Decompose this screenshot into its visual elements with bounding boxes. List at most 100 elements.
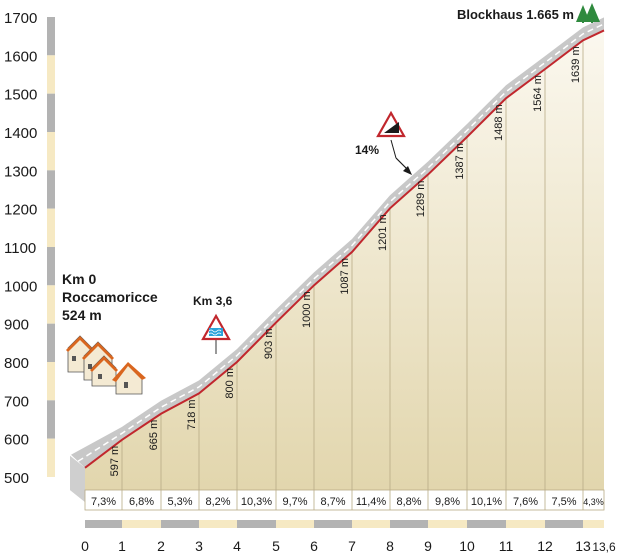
profile-line — [84, 29, 605, 469]
y-axis-segment — [47, 247, 55, 286]
x-tick-label: 13 — [575, 538, 591, 554]
altitude-label: 1289 m — [415, 181, 427, 218]
x-tick-label: 9 — [424, 538, 432, 554]
x-tick-label: 5 — [272, 538, 280, 554]
gradient-label: 10,1% — [471, 496, 502, 508]
altitude-label: 1000 m — [301, 291, 313, 328]
gradient-strip — [70, 489, 605, 511]
y-tick-label: 1500 — [4, 87, 37, 104]
x-axis-segment — [237, 520, 276, 528]
y-axis-segment — [47, 208, 55, 247]
gradient-label: 6,8% — [129, 496, 154, 508]
altitude-labels: 597 m 665 m 718 m 800 m 903 m 1000 m 1087 m 120… — [109, 46, 582, 476]
gradient-label: 8,7% — [320, 496, 345, 508]
gradient-label: 7,6% — [513, 496, 538, 508]
x-tick-label: 4 — [233, 538, 241, 554]
y-axis-segment — [47, 17, 55, 56]
profile-fill — [85, 30, 604, 491]
altitude-label: 1201 m — [377, 214, 389, 251]
altitude-label: 1639 m — [570, 46, 582, 83]
x-axis-segment — [122, 520, 161, 528]
x-axis-segment — [276, 520, 314, 528]
slippery-road-sign-icon — [201, 313, 231, 354]
pine-trees-icon — [576, 3, 600, 23]
x-axis: 0 1 2 3 4 5 6 7 8 9 10 11 12 13 13,6 — [81, 520, 616, 554]
y-tick-label: 1700 — [4, 10, 37, 27]
houses-icon — [66, 335, 146, 395]
gradient-label: 5,3% — [167, 496, 192, 508]
y-axis-segment — [47, 93, 55, 132]
y-axis-segment — [47, 400, 55, 439]
x-axis-segment — [352, 520, 390, 528]
gradient-label: 4,3% — [583, 497, 604, 507]
gradient-label: 7,3% — [91, 496, 116, 508]
chart-title: Blockhaus 1.665 m — [457, 7, 574, 22]
y-axis-segment — [47, 285, 55, 324]
y-tick-label: 700 — [4, 393, 29, 410]
gradient-label: 8,8% — [396, 496, 421, 508]
altitude-label: 718 m — [186, 399, 198, 430]
x-tick-label: 10 — [459, 538, 475, 554]
y-tick-label: 1400 — [4, 125, 37, 142]
altitude-label: 1564 m — [532, 75, 544, 112]
y-axis: 1700 1600 1500 1400 1300 1200 1100 1000 900 800 70… — [4, 10, 55, 487]
y-tick-label: 1200 — [4, 202, 37, 219]
y-axis-segment — [47, 323, 55, 362]
y-tick-label: 900 — [4, 317, 29, 334]
x-axis-segment — [467, 520, 506, 528]
gradient-label: 11,4% — [356, 496, 387, 508]
altitude-label: 1087 m — [339, 258, 351, 295]
x-tick-label: 2 — [157, 538, 165, 554]
y-tick-label: 1000 — [4, 278, 37, 295]
x-tick-label: 0 — [81, 538, 89, 554]
y-tick-label: 1100 — [4, 240, 36, 257]
x-axis-segment — [85, 520, 122, 528]
x-tick-label: 12 — [537, 538, 553, 554]
marker-km-label: Km 3,6 — [193, 294, 233, 308]
x-axis-segment — [506, 520, 545, 528]
profile-area — [70, 17, 605, 502]
y-tick-label: 800 — [4, 355, 29, 372]
gradient-label: 7,5% — [551, 496, 576, 508]
start-altitude-label: 524 m — [62, 307, 102, 323]
gradient-labels: 7,3% 6,8% 5,3% 8,2% 10,3% 9,7% 8,7% 11,4% 8,8% 9,… — [91, 496, 604, 508]
altitude-label: 665 m — [148, 420, 160, 451]
x-tick-label: 7 — [348, 538, 356, 554]
start-place-label: Roccamoricce — [62, 289, 158, 305]
x-axis-segment — [390, 520, 428, 528]
x-tick-label: 6 — [310, 538, 318, 554]
y-axis-segment — [47, 362, 55, 401]
x-tick-label: 13,6 — [592, 540, 616, 554]
x-axis-segment — [583, 520, 604, 528]
y-axis-segment — [47, 132, 55, 171]
x-tick-label: 1 — [118, 538, 126, 554]
x-axis-segment — [314, 520, 352, 528]
start-km-label: Km 0 — [62, 271, 96, 287]
steep-gradient-sign-icon — [376, 110, 412, 175]
y-tick-label: 500 — [4, 470, 29, 487]
altitude-label: 800 m — [224, 368, 236, 399]
y-tick-label: 1300 — [4, 163, 37, 180]
x-axis-segment — [161, 520, 199, 528]
steep-gradient-label: 14% — [355, 143, 379, 157]
gradient-label: 10,3% — [241, 496, 272, 508]
road-band — [71, 17, 604, 468]
x-axis-segment — [428, 520, 467, 528]
altitude-label: 903 m — [263, 329, 275, 360]
y-axis-segment — [47, 438, 55, 477]
gradient-label: 9,7% — [282, 496, 307, 508]
gradient-strip-bg — [84, 489, 605, 511]
y-axis-segment — [47, 170, 55, 209]
x-tick-label: 11 — [499, 538, 514, 554]
road-centre-line — [77, 23, 605, 462]
x-axis-segment — [545, 520, 583, 528]
altitude-label: 1488 m — [493, 104, 505, 141]
y-tick-label: 1600 — [4, 48, 37, 65]
x-tick-label: 3 — [195, 538, 203, 554]
y-axis-segment — [47, 55, 55, 94]
x-axis-segment — [199, 520, 237, 528]
gradient-label: 9,8% — [435, 496, 460, 508]
gradient-label: 8,2% — [205, 496, 230, 508]
y-tick-label: 600 — [4, 432, 29, 449]
